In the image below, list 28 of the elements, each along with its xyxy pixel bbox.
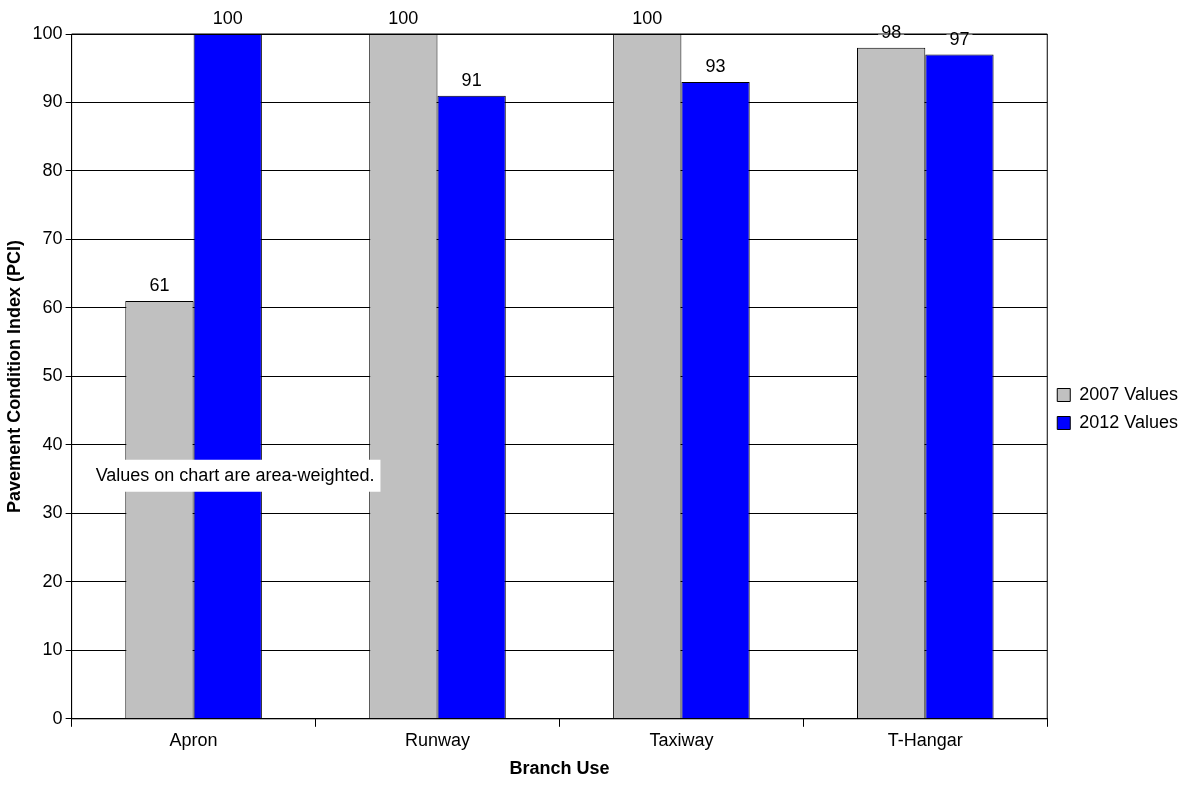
x-tick-label: T-Hangar: [887, 729, 963, 750]
data-label: 100: [388, 7, 419, 28]
x-axis-title: Branch Use: [509, 758, 610, 779]
y-axis-title: Pavement Condition Index (PCI): [3, 239, 24, 513]
y-tick-label: 60: [42, 296, 63, 317]
y-tick-label: 20: [42, 570, 63, 591]
y-tick-label: 90: [42, 91, 63, 112]
data-label: 100: [632, 7, 663, 28]
data-label: 97: [949, 28, 970, 49]
annotation: Values on chart are area-weighted.: [95, 464, 375, 485]
y-tick-label: 80: [42, 159, 63, 180]
data-label: 100: [212, 7, 243, 28]
data-label: 98: [881, 21, 902, 42]
x-tick-label: Runway: [404, 729, 471, 750]
y-tick-label: 70: [42, 228, 63, 249]
y-tick-label: 10: [42, 639, 63, 660]
data-label: 93: [705, 55, 726, 76]
data-label: 61: [149, 275, 170, 296]
y-tick-label: 30: [42, 502, 63, 523]
y-tick-label: 100: [32, 22, 63, 43]
y-tick-label: 0: [52, 707, 63, 728]
legend-label: 2007 Values: [1079, 383, 1178, 404]
data-label: 91: [461, 69, 482, 90]
y-tick-label: 40: [42, 433, 63, 454]
legend-label: 2012 Values: [1079, 411, 1178, 432]
x-tick-label: Taxiway: [649, 729, 714, 750]
x-tick-label: Apron: [169, 729, 218, 750]
y-tick-label: 50: [42, 365, 63, 386]
